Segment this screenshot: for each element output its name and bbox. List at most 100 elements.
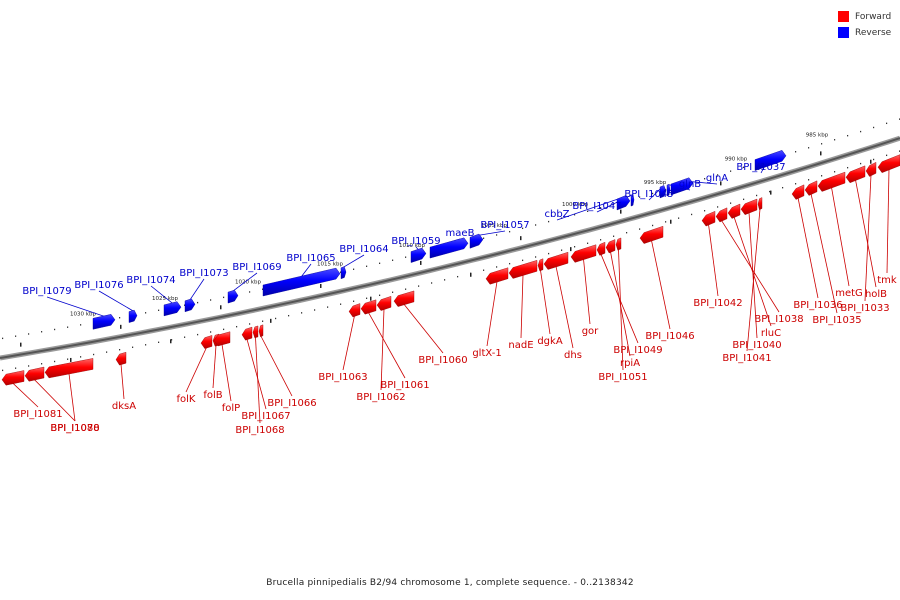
gene-arrow-BPI_I1049[interactable] [596, 241, 606, 256]
gene-label-BPI_I1057[interactable]: BPI_I1057 [480, 220, 529, 231]
gene-label-tmk[interactable]: tmk [877, 275, 897, 286]
gene-label-folK[interactable]: folK [177, 394, 196, 405]
gene-label-BPI_I1061[interactable]: BPI_I1061 [380, 380, 429, 391]
gene-arrow-glnB[interactable] [666, 183, 671, 197]
gene-label-BPI_I1045[interactable]: BPI_I1045 [624, 189, 673, 200]
gene-label-BPI_I1035[interactable]: BPI_I1035 [812, 315, 861, 326]
gene-label-BPI_I1076[interactable]: BPI_I1076 [74, 280, 123, 291]
gene-arrow-BPI_I1078[interactable] [44, 358, 94, 379]
gene-label-BPI_I1059[interactable]: BPI_I1059 [391, 236, 440, 247]
gene-arrow-BPI_I1061[interactable] [360, 299, 377, 315]
gene-label-rluC[interactable]: rluC [761, 328, 781, 339]
gene-arrow-BPI_I1064[interactable] [340, 266, 347, 280]
gene-label-folB[interactable]: folB [203, 390, 222, 401]
gene-label-nadE[interactable]: nadE [508, 340, 533, 351]
gene-arrow-BPI_I1065[interactable] [262, 267, 341, 297]
gene-arrow-nadE[interactable] [508, 260, 538, 279]
gene-label-BPI_I1063[interactable]: BPI_I1063 [318, 372, 367, 383]
gene-arrow-BPI_I1063[interactable] [348, 303, 361, 318]
gene-arrow-BPI_I1047[interactable] [630, 194, 635, 207]
gene-label-dgkA[interactable]: dgkA [537, 336, 562, 347]
gene-arrow-BPI_I1045[interactable] [659, 185, 667, 199]
gene-arrow-BPI_I1076[interactable] [128, 309, 138, 323]
gene-arrow-dgkA[interactable] [537, 258, 544, 272]
gene-label-BPI_I1040[interactable]: BPI_I1040 [732, 340, 781, 351]
gene-arrow-BPI_I1079[interactable] [92, 314, 116, 330]
gene-arrow-BPI_I1066[interactable] [258, 324, 264, 337]
gene-label-gor[interactable]: gor [582, 326, 599, 337]
gene-label-BPI_I1081[interactable]: BPI_I1081 [13, 409, 62, 420]
gene-arrow-BPI_I1068[interactable] [252, 325, 259, 339]
gene-arrow-gltX-1[interactable] [485, 267, 509, 285]
gene-label-metG[interactable]: metG [835, 288, 863, 299]
gene-label-BPI_I1047[interactable]: BPI_I1047 [572, 201, 621, 212]
gene-label-BPI_I1062[interactable]: BPI_I1062 [356, 392, 405, 403]
gene-label-BPI_I1067[interactable]: BPI_I1067 [241, 411, 290, 422]
gene-label-BPI_I1041[interactable]: BPI_I1041 [722, 353, 771, 364]
gene-label-BPI_I1069[interactable]: BPI_I1069 [232, 262, 281, 273]
gene-label-BPI_I1037[interactable]: BPI_I1037 [736, 162, 785, 173]
gene-arrow-BPI_I1062[interactable] [376, 296, 392, 311]
gene-arrow-gor[interactable] [570, 244, 597, 263]
gene-label-BPI_I1049[interactable]: BPI_I1049 [613, 345, 662, 356]
gene-label-holB[interactable]: holB [865, 289, 887, 300]
gene-label-rpiA[interactable]: rpiA [620, 358, 640, 369]
gene-label-gltX-1[interactable]: gltX-1 [472, 348, 501, 359]
gene-arrow-BPI_I1059[interactable] [410, 247, 427, 263]
gene-arrow-BPI_I1042[interactable] [701, 210, 716, 227]
gene-arrow-BPI_I1060[interactable] [393, 290, 415, 307]
gene-arrow-BPI_I1073[interactable] [184, 298, 196, 313]
gene-arrow-glnA[interactable] [670, 177, 694, 196]
gene-label-BPI_I1065[interactable]: BPI_I1065 [286, 253, 335, 264]
gene-label-BPI_I1060[interactable]: BPI_I1060 [418, 355, 467, 366]
gene-label-BPI_I1042[interactable]: BPI_I1042 [693, 298, 742, 309]
gene-arrow-tmk[interactable] [877, 154, 900, 173]
gene-label-glnB[interactable]: glnB [679, 179, 701, 190]
gene-label-BPI_I1064[interactable]: BPI_I1064 [339, 244, 388, 255]
gene-label-BPI_I1051[interactable]: BPI_I1051 [598, 372, 647, 383]
gene-arrow-folK[interactable] [200, 335, 213, 349]
gene-leader-line [831, 187, 850, 287]
gene-arrow-BPI_I1037[interactable] [754, 150, 787, 171]
gene-label-BPI_I1066[interactable]: BPI_I1066 [267, 398, 316, 409]
gene-arrow-BPI_I1036[interactable] [791, 184, 805, 200]
gene-arrow-BPI_I1046[interactable] [639, 225, 664, 244]
gene-arrow-BPI_I1038[interactable] [715, 207, 728, 223]
gene-arrow-BPI_I1074[interactable] [163, 301, 182, 317]
gene-label-BPI_I1036[interactable]: BPI_I1036 [793, 300, 842, 311]
gene-label-folP[interactable]: folP [222, 403, 240, 414]
gene-arrow-BPI_I1041[interactable] [757, 197, 763, 210]
gene-arrow-rluC[interactable] [727, 203, 741, 219]
gene-arrow-BPI_I1057[interactable] [469, 233, 484, 249]
gene-arrow-cbbZ[interactable] [616, 195, 631, 211]
gene-arrow-holB[interactable] [845, 165, 866, 184]
gene-arrow-rpiA[interactable] [605, 239, 616, 254]
gene-label-dhs[interactable]: dhs [564, 350, 582, 361]
gene-label-glnA[interactable]: glnA [706, 173, 728, 184]
gene-label-BPI_I1038[interactable]: BPI_I1038 [754, 314, 803, 325]
gene-label-BPI_I1046[interactable]: BPI_I1046 [645, 331, 694, 342]
gene-label-BPI_I1080[interactable]: BPI_I1080 [50, 423, 99, 434]
gene-arrow-BPI_I1040[interactable] [740, 198, 758, 215]
gene-arrow-BPI_I1067[interactable] [241, 326, 253, 341]
gene-arrow-dksA[interactable] [115, 351, 127, 366]
gene-arrow-metG[interactable] [817, 171, 846, 192]
gene-label-BPI_I1074[interactable]: BPI_I1074 [126, 275, 175, 286]
gene-label-BPI_I1068[interactable]: BPI_I1068 [235, 425, 284, 436]
gene-arrow-dhs[interactable] [543, 251, 569, 270]
gene-arrow-folP[interactable] [213, 331, 231, 347]
gene-arrow-BPI_I1035[interactable] [804, 180, 818, 196]
gene-label-BPI_I1078[interactable]: BPI_I1078 [50, 423, 99, 434]
gene-arrow-maeB[interactable] [429, 237, 469, 259]
gene-arrow-BPI_I1033[interactable] [865, 161, 877, 177]
gene-arrow-BPI_I1080[interactable] [24, 366, 45, 382]
gene-arrow-BPI_I1051[interactable] [615, 237, 622, 251]
gene-label-cbbZ[interactable]: cbbZ [544, 209, 569, 220]
gene-arrow-BPI_I1081[interactable] [1, 370, 25, 386]
gene-arrow-BPI_I1069[interactable] [227, 289, 239, 304]
gene-label-maeB[interactable]: maeB [446, 228, 475, 239]
gene-label-BPI_I1079[interactable]: BPI_I1079 [22, 286, 71, 297]
gene-label-BPI_I1033[interactable]: BPI_I1033 [840, 303, 889, 314]
gene-label-dksA[interactable]: dksA [112, 401, 136, 412]
gene-label-BPI_I1073[interactable]: BPI_I1073 [179, 268, 228, 279]
